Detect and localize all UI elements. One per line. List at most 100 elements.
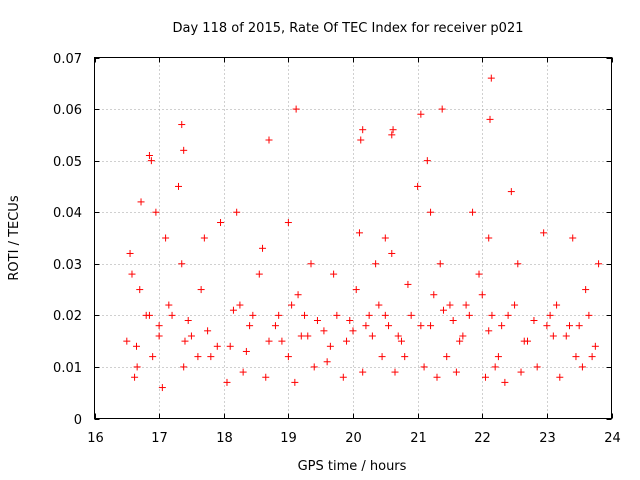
data-point bbox=[514, 260, 522, 268]
data-point bbox=[423, 157, 431, 165]
data-point bbox=[501, 378, 509, 386]
data-point bbox=[507, 188, 515, 196]
data-point bbox=[368, 332, 376, 340]
data-point bbox=[449, 317, 457, 325]
data-point bbox=[407, 311, 415, 319]
data-point bbox=[394, 332, 402, 340]
data-point bbox=[355, 229, 363, 237]
data-point bbox=[233, 208, 241, 216]
data-point bbox=[595, 260, 603, 268]
x-tick-label: 17 bbox=[151, 431, 168, 446]
data-point bbox=[498, 322, 506, 330]
data-point bbox=[456, 337, 464, 345]
data-point bbox=[433, 373, 441, 381]
data-point bbox=[582, 286, 590, 294]
data-point bbox=[155, 322, 163, 330]
data-point bbox=[485, 234, 493, 242]
data-point bbox=[294, 291, 302, 299]
data-point bbox=[446, 301, 454, 309]
data-point bbox=[585, 311, 593, 319]
data-point bbox=[339, 373, 347, 381]
data-point bbox=[242, 347, 250, 355]
data-point bbox=[145, 151, 153, 159]
data-point bbox=[178, 121, 186, 129]
data-point bbox=[194, 353, 202, 361]
data-point bbox=[530, 317, 538, 325]
x-tick-label: 21 bbox=[410, 431, 427, 446]
data-point bbox=[365, 311, 373, 319]
data-point bbox=[246, 322, 254, 330]
data-point bbox=[359, 126, 367, 134]
data-point bbox=[313, 317, 321, 325]
data-point bbox=[486, 115, 494, 123]
x-axis-label: GPS time / hours bbox=[298, 459, 407, 474]
data-point bbox=[404, 280, 412, 288]
data-point bbox=[291, 378, 299, 386]
data-point bbox=[478, 291, 486, 299]
data-point bbox=[517, 368, 525, 376]
data-point bbox=[310, 363, 318, 371]
data-point bbox=[200, 234, 208, 242]
data-point bbox=[401, 353, 409, 361]
data-point bbox=[262, 373, 270, 381]
data-point bbox=[259, 244, 267, 252]
data-point bbox=[469, 208, 477, 216]
data-point bbox=[511, 301, 519, 309]
y-tick-label: 0.04 bbox=[53, 206, 82, 221]
data-point bbox=[275, 311, 283, 319]
data-point bbox=[389, 126, 397, 134]
data-point bbox=[546, 311, 554, 319]
data-point bbox=[184, 317, 192, 325]
data-point bbox=[131, 373, 139, 381]
data-point bbox=[562, 332, 570, 340]
data-point bbox=[520, 337, 528, 345]
data-point bbox=[123, 337, 131, 345]
data-point bbox=[145, 311, 153, 319]
data-point bbox=[165, 301, 173, 309]
data-points bbox=[123, 74, 603, 392]
data-point bbox=[578, 363, 586, 371]
data-point bbox=[292, 105, 300, 113]
data-point bbox=[137, 198, 145, 206]
data-point bbox=[147, 157, 155, 165]
data-point bbox=[226, 342, 234, 350]
data-point bbox=[352, 286, 360, 294]
y-tick-labels: 0 0.01 0.02 0.03 0.04 0.05 0.06 0.07 bbox=[53, 52, 82, 428]
data-point bbox=[333, 311, 341, 319]
data-point bbox=[588, 353, 596, 361]
data-point bbox=[249, 311, 257, 319]
data-point bbox=[362, 322, 370, 330]
data-point bbox=[381, 234, 389, 242]
data-point bbox=[543, 322, 551, 330]
data-point bbox=[438, 105, 446, 113]
data-point bbox=[462, 301, 470, 309]
data-point bbox=[569, 234, 577, 242]
data-point bbox=[217, 219, 225, 227]
y-axis-label: ROTI / TECUs bbox=[7, 195, 22, 280]
data-point bbox=[304, 332, 312, 340]
chart-title: Day 118 of 2015, Rate Of TEC Index for r… bbox=[173, 21, 524, 36]
data-point bbox=[133, 363, 141, 371]
data-point bbox=[265, 136, 273, 144]
data-point bbox=[494, 353, 502, 361]
data-point bbox=[436, 260, 444, 268]
data-point bbox=[229, 306, 237, 314]
data-point bbox=[420, 363, 428, 371]
data-point bbox=[553, 301, 561, 309]
data-point bbox=[175, 182, 183, 190]
data-point bbox=[297, 332, 305, 340]
data-point bbox=[381, 311, 389, 319]
y-tick-label: 0 bbox=[74, 413, 82, 428]
data-point bbox=[452, 368, 460, 376]
y-tick-label: 0.06 bbox=[53, 103, 82, 118]
data-point bbox=[488, 311, 496, 319]
data-point bbox=[487, 74, 495, 82]
data-point bbox=[326, 342, 334, 350]
data-point bbox=[323, 358, 331, 366]
data-point bbox=[204, 327, 212, 335]
data-point bbox=[301, 311, 309, 319]
data-point bbox=[126, 249, 134, 257]
data-point bbox=[540, 229, 548, 237]
data-point bbox=[481, 373, 489, 381]
